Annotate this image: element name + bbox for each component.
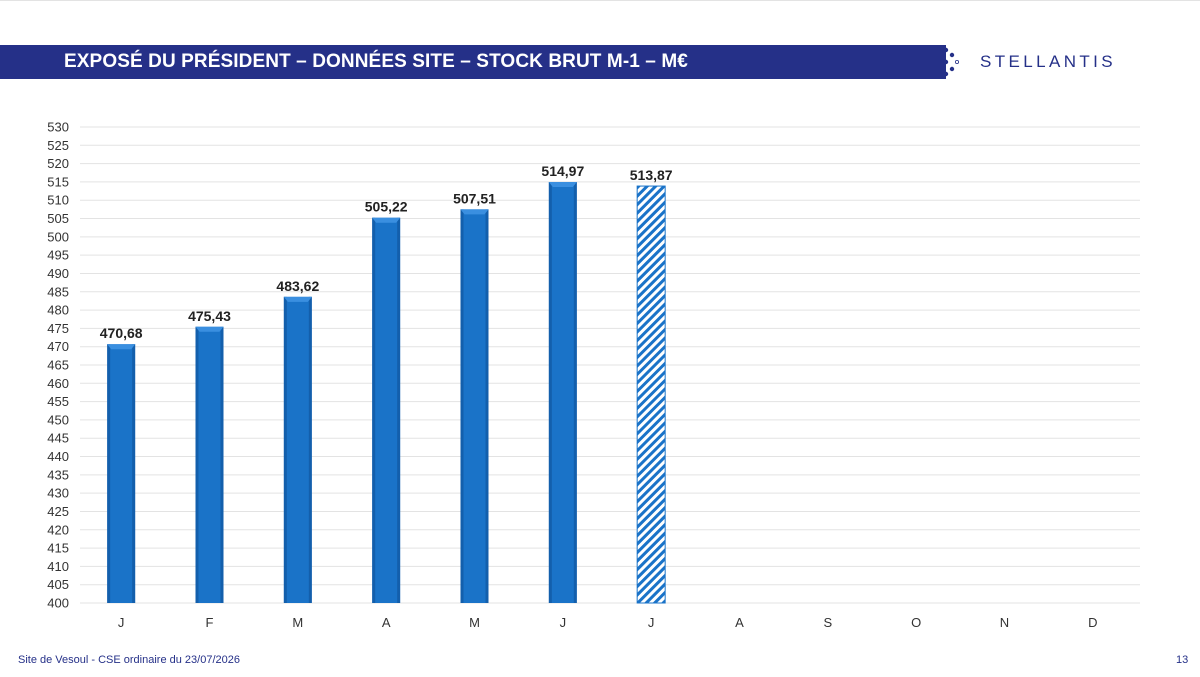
y-tick-label: 515 — [47, 174, 69, 189]
y-tick-label: 455 — [47, 394, 69, 409]
bar-edge — [308, 296, 312, 603]
data-label: 470,68 — [100, 325, 143, 341]
y-tick-label: 405 — [47, 577, 69, 592]
x-tick-label: A — [735, 615, 744, 630]
y-tick-label: 495 — [47, 248, 69, 263]
bar-edge — [548, 182, 552, 603]
y-tick-label: 505 — [47, 211, 69, 226]
y-tick-label: 510 — [47, 193, 69, 208]
y-tick-label: 450 — [47, 412, 69, 427]
data-label: 514,97 — [541, 163, 584, 179]
y-tick-label: 410 — [47, 559, 69, 574]
y-tick-label: 470 — [47, 339, 69, 354]
y-tick-label: 530 — [47, 120, 69, 135]
title-bar: EXPOSÉ DU PRÉSIDENT – DONNÉES SITE – STO… — [0, 45, 946, 79]
data-label: 505,22 — [365, 199, 408, 215]
footer-site-label: Site de Vesoul - CSE ordinaire du 23/07/… — [18, 654, 240, 666]
data-label: 483,62 — [276, 278, 319, 294]
bar-edge — [573, 182, 577, 603]
y-tick-label: 485 — [47, 284, 69, 299]
x-tick-label: J — [118, 615, 125, 630]
bar — [460, 209, 489, 603]
y-tick-label: 460 — [47, 376, 69, 391]
bar — [195, 326, 224, 603]
bar-chart: 400 405 410 415 420 425 430 435 440 445 450 455 460 4… — [47, 120, 1140, 630]
x-tick-label: D — [1088, 615, 1097, 630]
x-tick-label: J — [560, 615, 567, 630]
data-label: 475,43 — [188, 308, 231, 324]
bar-cap — [460, 209, 489, 215]
bar-edge — [220, 326, 224, 603]
y-tick-label: 420 — [47, 522, 69, 537]
y-tick-label: 445 — [47, 431, 69, 446]
bar-edge — [485, 209, 489, 603]
bar-cap — [107, 344, 136, 350]
y-tick-label: 500 — [47, 229, 69, 244]
bar-edge — [195, 326, 199, 603]
y-tick-label: 475 — [47, 321, 69, 336]
x-tick-label: F — [206, 615, 214, 630]
y-tick-label: 520 — [47, 156, 69, 171]
x-tick-label: M — [469, 615, 480, 630]
y-tick-label: 430 — [47, 486, 69, 501]
bar-cap — [195, 326, 224, 332]
y-tick-label: 425 — [47, 504, 69, 519]
y-tick-label: 435 — [47, 467, 69, 482]
data-label: 513,87 — [630, 167, 673, 183]
brand-name: STELLANTIS — [980, 52, 1117, 71]
bar-edge — [283, 296, 287, 603]
bar-edge — [107, 344, 111, 603]
bar-cap — [372, 217, 401, 223]
x-tick-label: A — [382, 615, 391, 630]
bar-cap — [283, 296, 312, 302]
y-tick-label: 415 — [47, 541, 69, 556]
bar-hatched — [636, 185, 666, 604]
bar-edge — [372, 217, 376, 604]
brand-dots-icon — [943, 47, 959, 77]
x-tick-label: N — [1000, 615, 1009, 630]
brand-logo: STELLANTIS — [980, 50, 1150, 74]
bar-cap — [548, 182, 577, 188]
bar — [107, 344, 136, 603]
y-tick-label: 525 — [47, 138, 69, 153]
data-label: 507,51 — [453, 190, 496, 206]
x-tick-label: O — [911, 615, 921, 630]
x-tick-label: S — [823, 615, 832, 630]
page-number: 13 — [1176, 654, 1189, 666]
bar-edge — [132, 344, 136, 603]
x-tick-label: J — [648, 615, 655, 630]
x-tick-label: M — [292, 615, 303, 630]
top-rule — [0, 0, 1200, 1]
page-title: EXPOSÉ DU PRÉSIDENT – DONNÉES SITE – STO… — [64, 51, 688, 72]
bar-edge — [460, 209, 464, 603]
bar — [372, 217, 401, 604]
y-tick-label: 400 — [47, 596, 69, 611]
bar-edge — [397, 217, 401, 604]
y-tick-label: 480 — [47, 303, 69, 318]
bar — [548, 182, 577, 603]
y-tick-label: 465 — [47, 358, 69, 373]
bar — [283, 296, 312, 603]
y-tick-label: 440 — [47, 449, 69, 464]
y-tick-label: 490 — [47, 266, 69, 281]
